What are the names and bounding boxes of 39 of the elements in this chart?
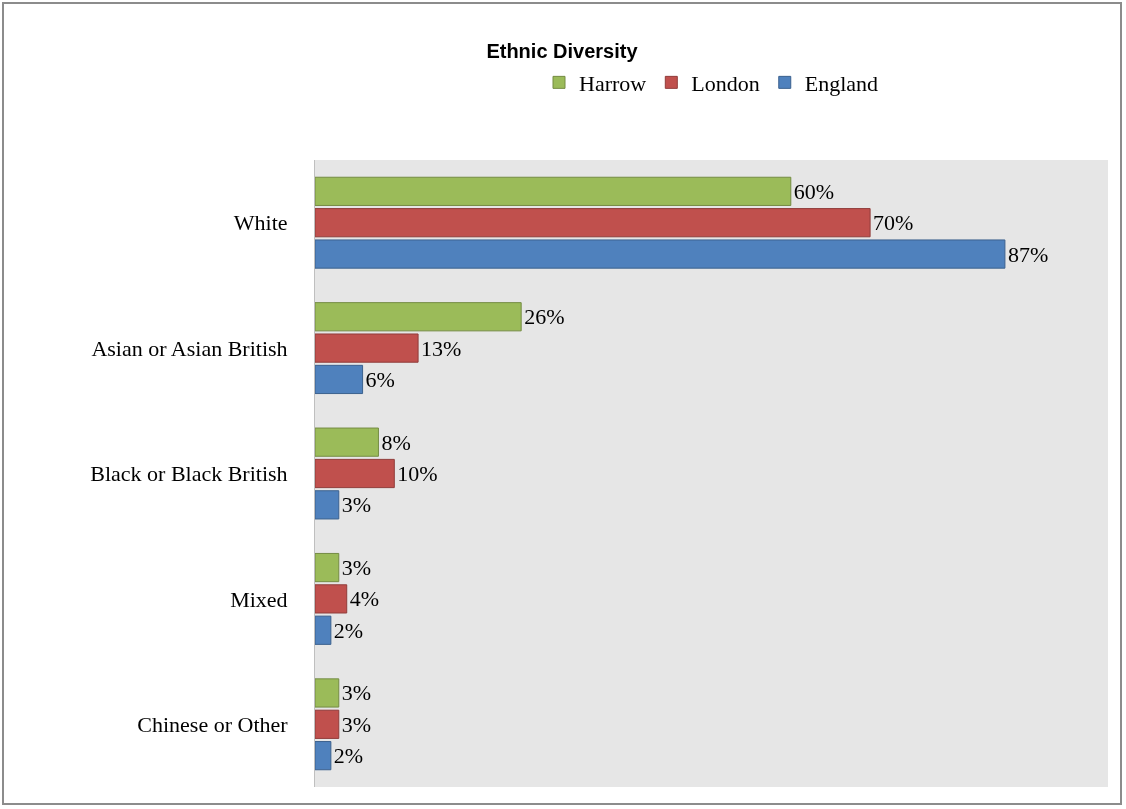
bar: [315, 176, 792, 206]
bar: [315, 741, 332, 771]
bar: [315, 239, 1006, 269]
data-label: 70%: [873, 210, 914, 236]
data-label: 3%: [341, 555, 372, 581]
bar: [315, 615, 332, 645]
bar: [315, 208, 871, 238]
y-tick-label: Mixed: [230, 586, 288, 612]
data-label: 3%: [341, 492, 372, 518]
data-label: 3%: [341, 711, 372, 737]
bar: [315, 333, 419, 363]
legend-label: Harrow: [579, 70, 647, 96]
data-label: 8%: [381, 429, 411, 455]
bar: [315, 552, 340, 583]
y-tick-label: Asian or Asian British: [91, 335, 288, 361]
data-label: 2%: [333, 743, 364, 769]
bar: [315, 364, 364, 395]
y-tick-label: Chinese or Other: [137, 712, 289, 737]
bar: [315, 490, 340, 520]
bar: [315, 709, 340, 739]
bar: [315, 584, 348, 614]
bar: [315, 302, 522, 332]
data-label: 13%: [421, 335, 462, 361]
data-label: 60%: [793, 178, 835, 204]
bar: [315, 678, 340, 708]
data-label: 2%: [333, 617, 364, 643]
data-label: 87%: [1007, 241, 1049, 267]
bar: [315, 427, 379, 457]
data-label: 4%: [349, 586, 380, 612]
bar: [315, 458, 395, 489]
y-tick-label: White: [233, 210, 288, 236]
data-label: 6%: [365, 366, 395, 392]
y-tick-label: Black or Black British: [90, 461, 288, 487]
chart-title: Ethnic Diversity: [486, 39, 639, 62]
legend-label: England: [804, 70, 879, 96]
legend-label: London: [691, 70, 760, 96]
data-label: 26%: [524, 304, 565, 330]
data-label: 3%: [341, 680, 372, 706]
data-label: 10%: [397, 461, 438, 486]
